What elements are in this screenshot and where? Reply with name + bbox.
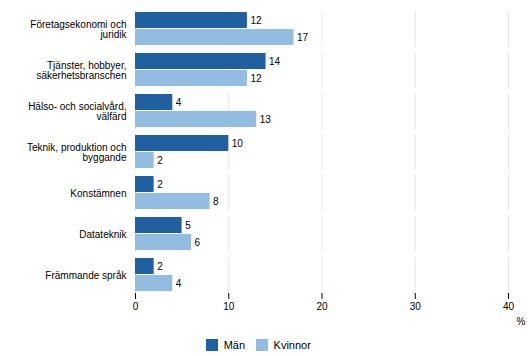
- svg-text:Teknik, produktion ochbyggande: Teknik, produktion ochbyggande: [27, 142, 127, 163]
- svg-text:Datateknik: Datateknik: [79, 229, 127, 240]
- svg-text:0: 0: [133, 301, 139, 312]
- svg-text:Konstämnen: Konstämnen: [70, 188, 126, 199]
- svg-text:4: 4: [176, 278, 182, 289]
- svg-text:30: 30: [410, 301, 422, 312]
- svg-text:Hälso- och socialvård,välfärd: Hälso- och socialvård,välfärd: [28, 101, 126, 122]
- svg-text:12: 12: [250, 15, 262, 26]
- svg-text:2: 2: [157, 179, 163, 190]
- svg-text:10: 10: [232, 138, 244, 149]
- svg-text:%: %: [517, 316, 526, 327]
- svg-text:13: 13: [260, 114, 272, 125]
- svg-text:10: 10: [223, 301, 235, 312]
- svg-text:40: 40: [503, 301, 515, 312]
- svg-text:14: 14: [269, 56, 281, 67]
- svg-text:2: 2: [157, 261, 163, 272]
- html-text:Kvinnor: Kvinnor: [273, 338, 311, 351]
- svg-text:20: 20: [316, 301, 328, 312]
- svg-text:2: 2: [157, 155, 163, 166]
- svg-text:Företagsekonomi ochjuridik: Företagsekonomi ochjuridik: [30, 19, 127, 40]
- svg-text:4: 4: [176, 97, 182, 108]
- svg-text:17: 17: [297, 32, 309, 43]
- svg-text:5: 5: [185, 220, 191, 231]
- svg-text:8: 8: [213, 196, 219, 207]
- svg-text:Främmande språk: Främmande språk: [45, 270, 127, 281]
- svg-text:6: 6: [194, 237, 200, 248]
- html-text:Män: Män: [223, 338, 245, 351]
- svg-text:Tjänster, hobbyer,säkerhetsbra: Tjänster, hobbyer,säkerhetsbranschen: [36, 60, 126, 81]
- svg-text:12: 12: [250, 73, 262, 84]
